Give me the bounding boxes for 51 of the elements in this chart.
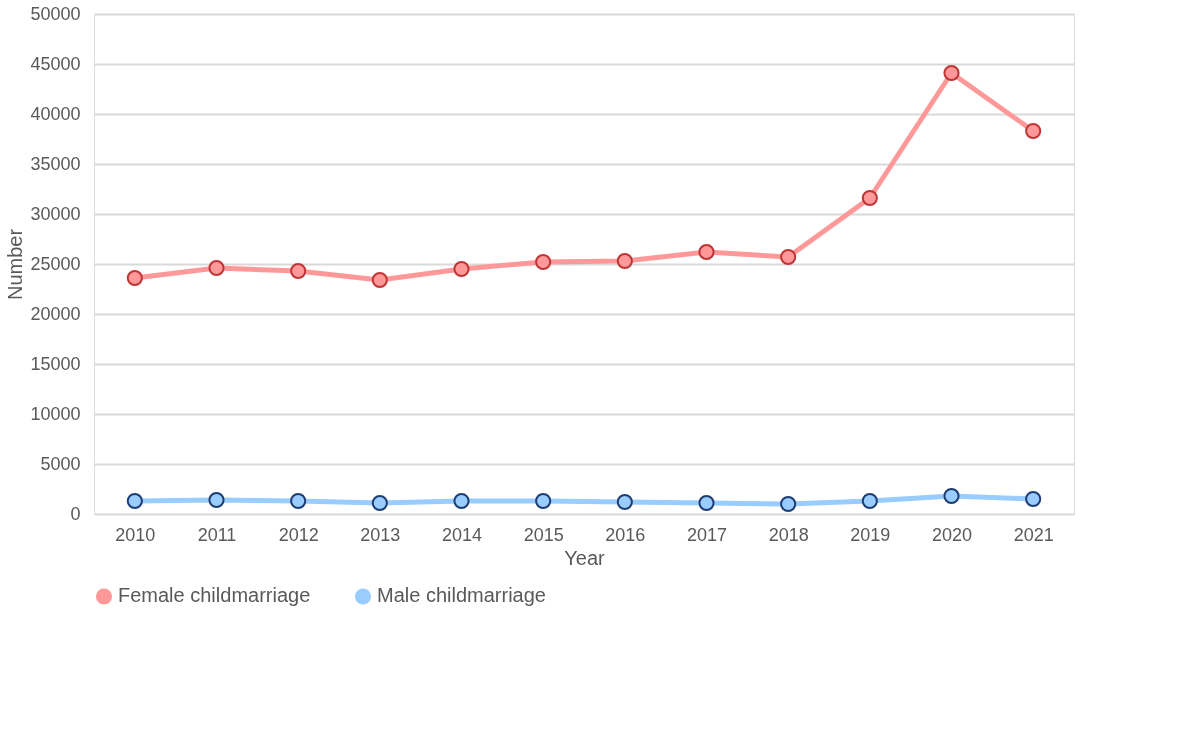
y-tick-label: 30000 <box>30 203 81 224</box>
point <box>780 248 797 266</box>
x-tick-label: 2017 <box>686 524 728 545</box>
point <box>290 492 307 510</box>
point <box>1025 490 1042 508</box>
y-tick-label: 45000 <box>30 53 81 74</box>
y-tick-label: 5000 <box>40 453 81 474</box>
x-tick-label: 2010 <box>115 524 156 545</box>
point <box>371 494 388 512</box>
y-axis-title: Number <box>4 228 27 301</box>
x-tick-label: 2011 <box>197 524 237 545</box>
x-tick-label: 2021 <box>1013 524 1054 545</box>
legend-label: Male childmarriage <box>377 584 546 607</box>
legend-label: Female childmarriage <box>118 584 311 607</box>
y-tick-label: 20000 <box>30 303 81 324</box>
x-tick-label: 2018 <box>768 524 809 545</box>
y-tick-label: 35000 <box>30 153 81 174</box>
point <box>371 271 388 289</box>
point <box>861 492 878 510</box>
x-tick-label: 2020 <box>931 524 973 545</box>
y-tick-label: 50000 <box>30 3 81 24</box>
point <box>780 495 797 513</box>
x-tick-label: 2016 <box>605 524 646 545</box>
x-tick-label: 2014 <box>441 524 483 545</box>
x-tick-label: 2015 <box>523 524 564 545</box>
x-tick-label: 2013 <box>360 524 401 545</box>
point <box>943 64 960 82</box>
y-tick-label: 40000 <box>30 103 81 124</box>
x-tick-label: 2019 <box>850 524 891 545</box>
y-tick-label: 25000 <box>30 253 81 274</box>
y-tick-label: 0 <box>70 503 81 524</box>
point <box>126 492 143 510</box>
x-axis-title: Year <box>564 546 606 569</box>
point <box>616 493 633 511</box>
point <box>453 492 470 510</box>
point <box>535 253 552 271</box>
x-tick-label: 2012 <box>278 524 319 545</box>
point <box>208 491 225 509</box>
point <box>943 487 960 505</box>
point <box>290 262 307 280</box>
point <box>126 269 143 287</box>
point <box>861 189 878 207</box>
point <box>453 260 470 278</box>
point <box>698 494 715 512</box>
point <box>698 243 715 261</box>
point <box>535 492 552 510</box>
y-tick-label: 10000 <box>30 403 81 424</box>
point <box>616 252 633 270</box>
point <box>208 259 225 277</box>
point <box>1025 122 1042 140</box>
y-tick-label: 15000 <box>30 353 81 374</box>
